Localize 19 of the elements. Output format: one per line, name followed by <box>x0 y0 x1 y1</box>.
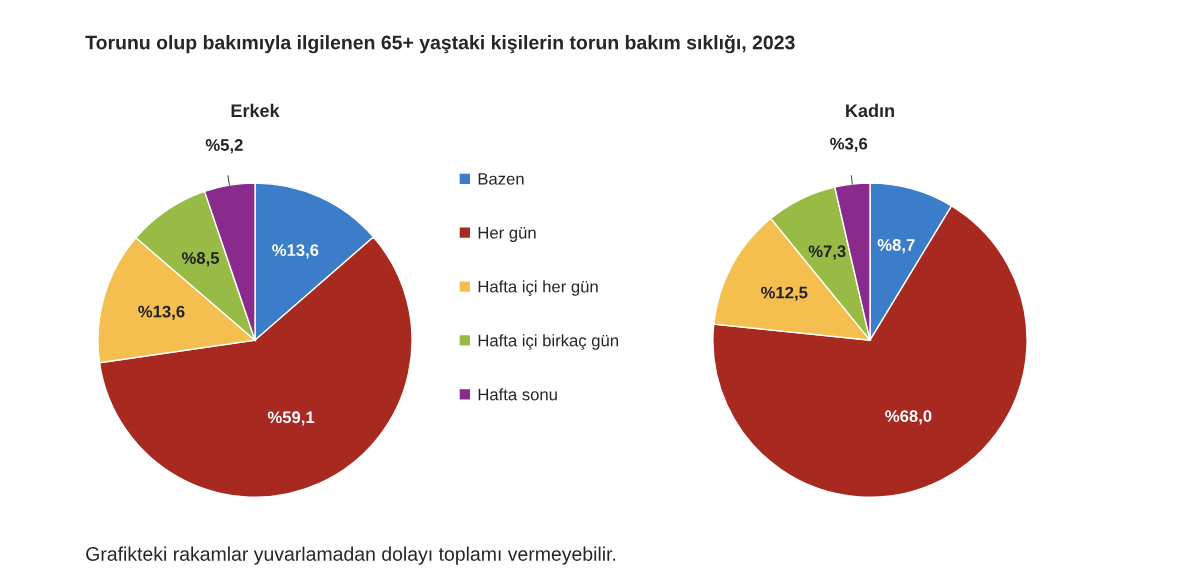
data-label: %8,7 <box>877 239 915 254</box>
data-label: %3,6 <box>830 137 868 152</box>
data-label: %5,2 <box>205 139 243 154</box>
chart-title: Erkek <box>231 103 280 118</box>
legend-label: Hafta içi birkaç gün <box>478 334 618 350</box>
data-label: %12,5 <box>761 286 808 301</box>
data-label: %59,1 <box>267 411 315 426</box>
chart-title: Kadın <box>846 103 894 118</box>
data-label: %7,3 <box>808 245 846 260</box>
data-label: %8,5 <box>181 252 220 267</box>
data-label: %68,0 <box>885 410 932 425</box>
legend-label: Hafta sonu <box>478 388 557 401</box>
text: Grafikteki rakamlar yuvarlamadan dolayı toplamı vermeyebilir. <box>86 546 616 565</box>
text: Torunu olup bakımıyla ilgilenen 65+ yaştaki kişilerin torun bakım sıklığı, 2023 <box>85 34 795 54</box>
data-label: %13,6 <box>272 244 319 259</box>
data-label: %13,6 <box>138 305 185 320</box>
legend-label: Her gün <box>478 227 536 242</box>
legend-label: Bazen <box>478 173 524 185</box>
legend-label: Hafta içi her gün <box>478 280 598 296</box>
